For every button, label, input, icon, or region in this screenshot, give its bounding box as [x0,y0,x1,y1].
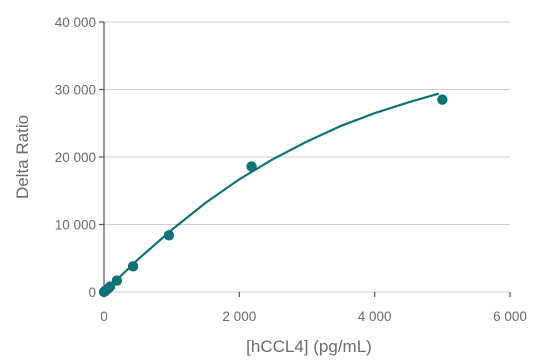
fit-curve-line [103,92,440,293]
data-point [127,261,139,272]
x-tick-label: 4 000 [358,309,392,324]
x-axis-title: [hCCL4] (pg/mL) [246,337,372,356]
y-tick-label: 20 000 [55,150,96,165]
x-tick-label: 6 000 [493,309,527,324]
data-point [437,94,448,105]
data-point [163,230,175,241]
x-tick-label: 2 000 [222,309,256,324]
y-tick-label: 40 000 [55,15,96,30]
data-point [246,161,257,172]
y-tick-label: 30 000 [55,83,96,98]
data-point [111,275,123,286]
gridlines [104,21,510,293]
y-tick-label: 10 000 [55,218,96,233]
data-points [98,94,448,298]
x-tick-labels: 0 2 000 4 000 6 000 [100,292,527,324]
y-tick-labels: 0 10 000 20 000 30 000 40 000 [55,15,104,300]
y-axis-title: Delta Ratio [13,115,32,199]
x-tick-label: 0 [100,309,108,324]
data-point [104,281,116,292]
y-tick-label: 0 [88,285,96,300]
